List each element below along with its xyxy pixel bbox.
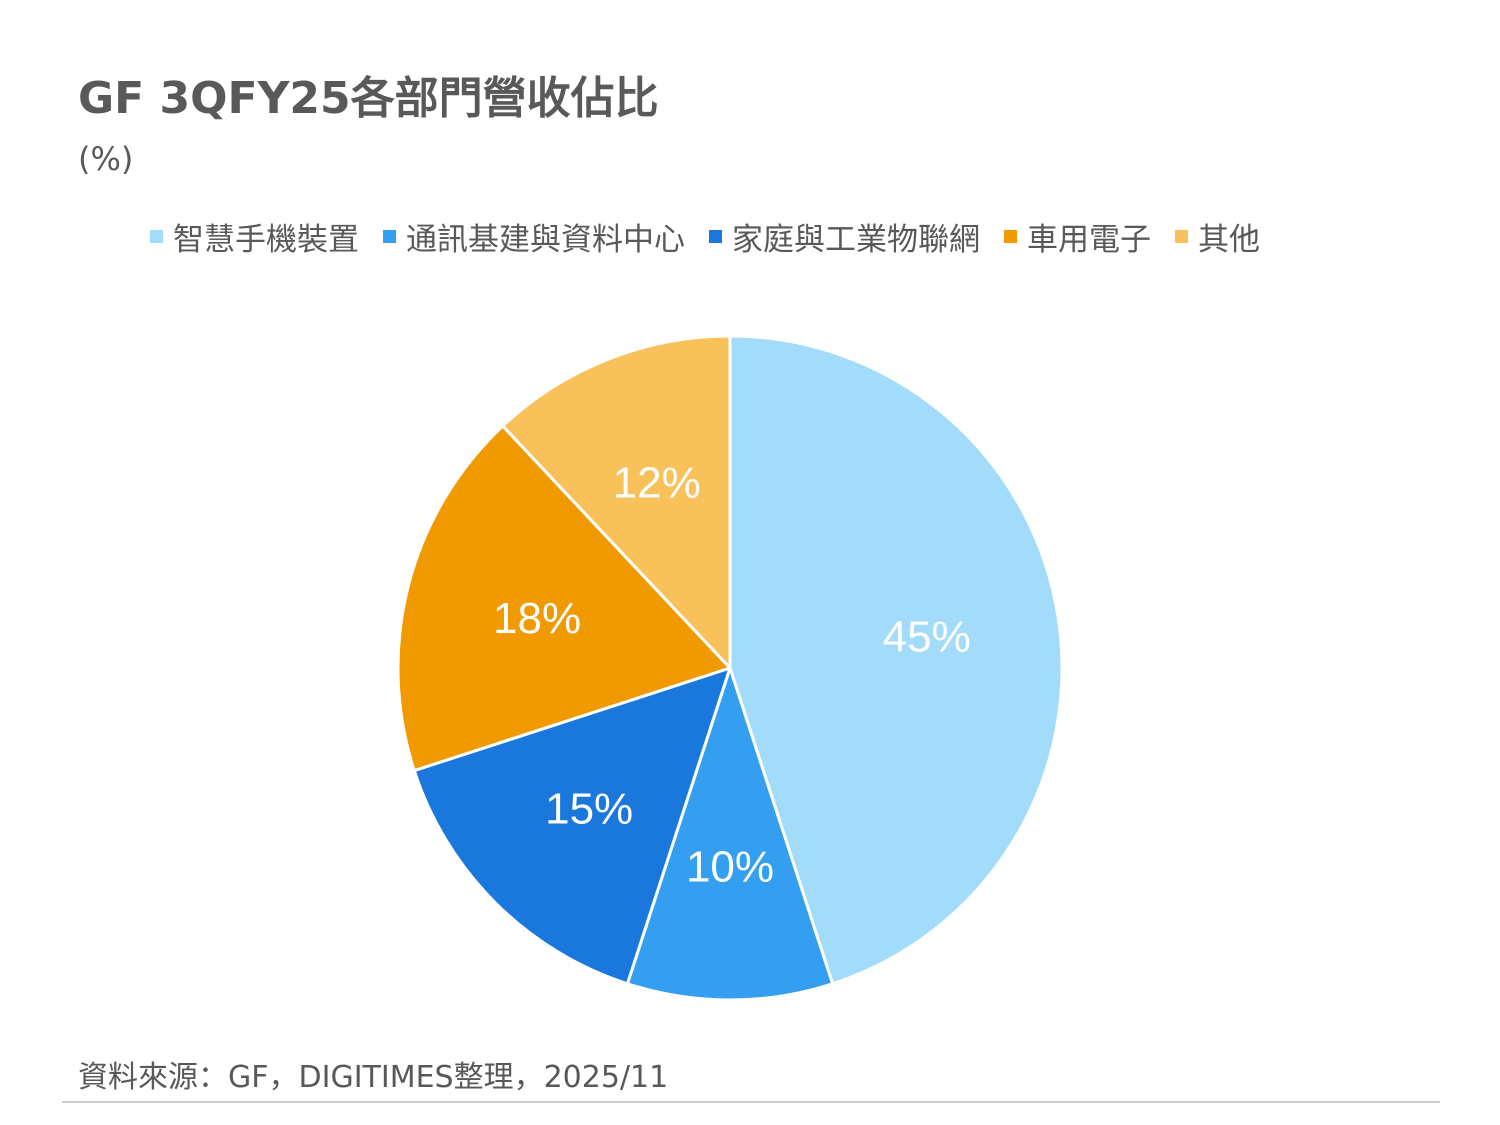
- legend-label: 車用電子: [1027, 222, 1151, 258]
- chart-legend: 智慧手機裝置 通訊基建與資料中心 家庭與工業物聯網 車用電子 其他: [150, 214, 1284, 259]
- chart-subtitle: (%): [78, 140, 134, 178]
- legend-swatch: [1004, 230, 1017, 243]
- legend-label: 家庭與工業物聯網: [732, 222, 980, 258]
- legend-swatch: [383, 230, 396, 243]
- legend-item-other: 其他: [1175, 214, 1260, 259]
- data-label-communications-datacenter: 10%: [686, 843, 774, 892]
- chart-title: GF 3QFY25各部門營收佔比: [78, 73, 659, 124]
- pie-slices: [396, 334, 1064, 1002]
- data-label-home-industrial-iot: 15%: [545, 784, 633, 833]
- pie-slice-smartphone: [728, 334, 1064, 986]
- data-label-automotive: 18%: [493, 594, 581, 643]
- data-label-other: 12%: [613, 458, 701, 507]
- pie-slice-home-industrial-iot: [412, 666, 732, 986]
- legend-item-automotive: 車用電子: [1004, 214, 1151, 259]
- pie-slice-automotive: [396, 424, 732, 773]
- pie-slice-other: [501, 334, 732, 670]
- footer-divider: [62, 1101, 1440, 1103]
- legend-swatch: [150, 230, 163, 243]
- pie-slice-communications-datacenter: [625, 666, 835, 1002]
- legend-label: 通訊基建與資料中心: [406, 222, 685, 258]
- legend-swatch: [709, 230, 722, 243]
- legend-item-home-industrial-iot: 家庭與工業物聯網: [709, 214, 980, 259]
- legend-item-communications-datacenter: 通訊基建與資料中心: [383, 214, 685, 259]
- data-label-smartphone: 45%: [883, 612, 971, 661]
- legend-label: 其他: [1198, 222, 1260, 258]
- pie-labels: 45% 10% 15% 18% 12%: [493, 458, 971, 891]
- source-note: 資料來源：GF，DIGITIMES整理，2025/11: [78, 1060, 669, 1095]
- legend-item-smartphone: 智慧手機裝置: [150, 214, 359, 259]
- legend-label: 智慧手機裝置: [173, 222, 359, 258]
- legend-swatch: [1175, 230, 1188, 243]
